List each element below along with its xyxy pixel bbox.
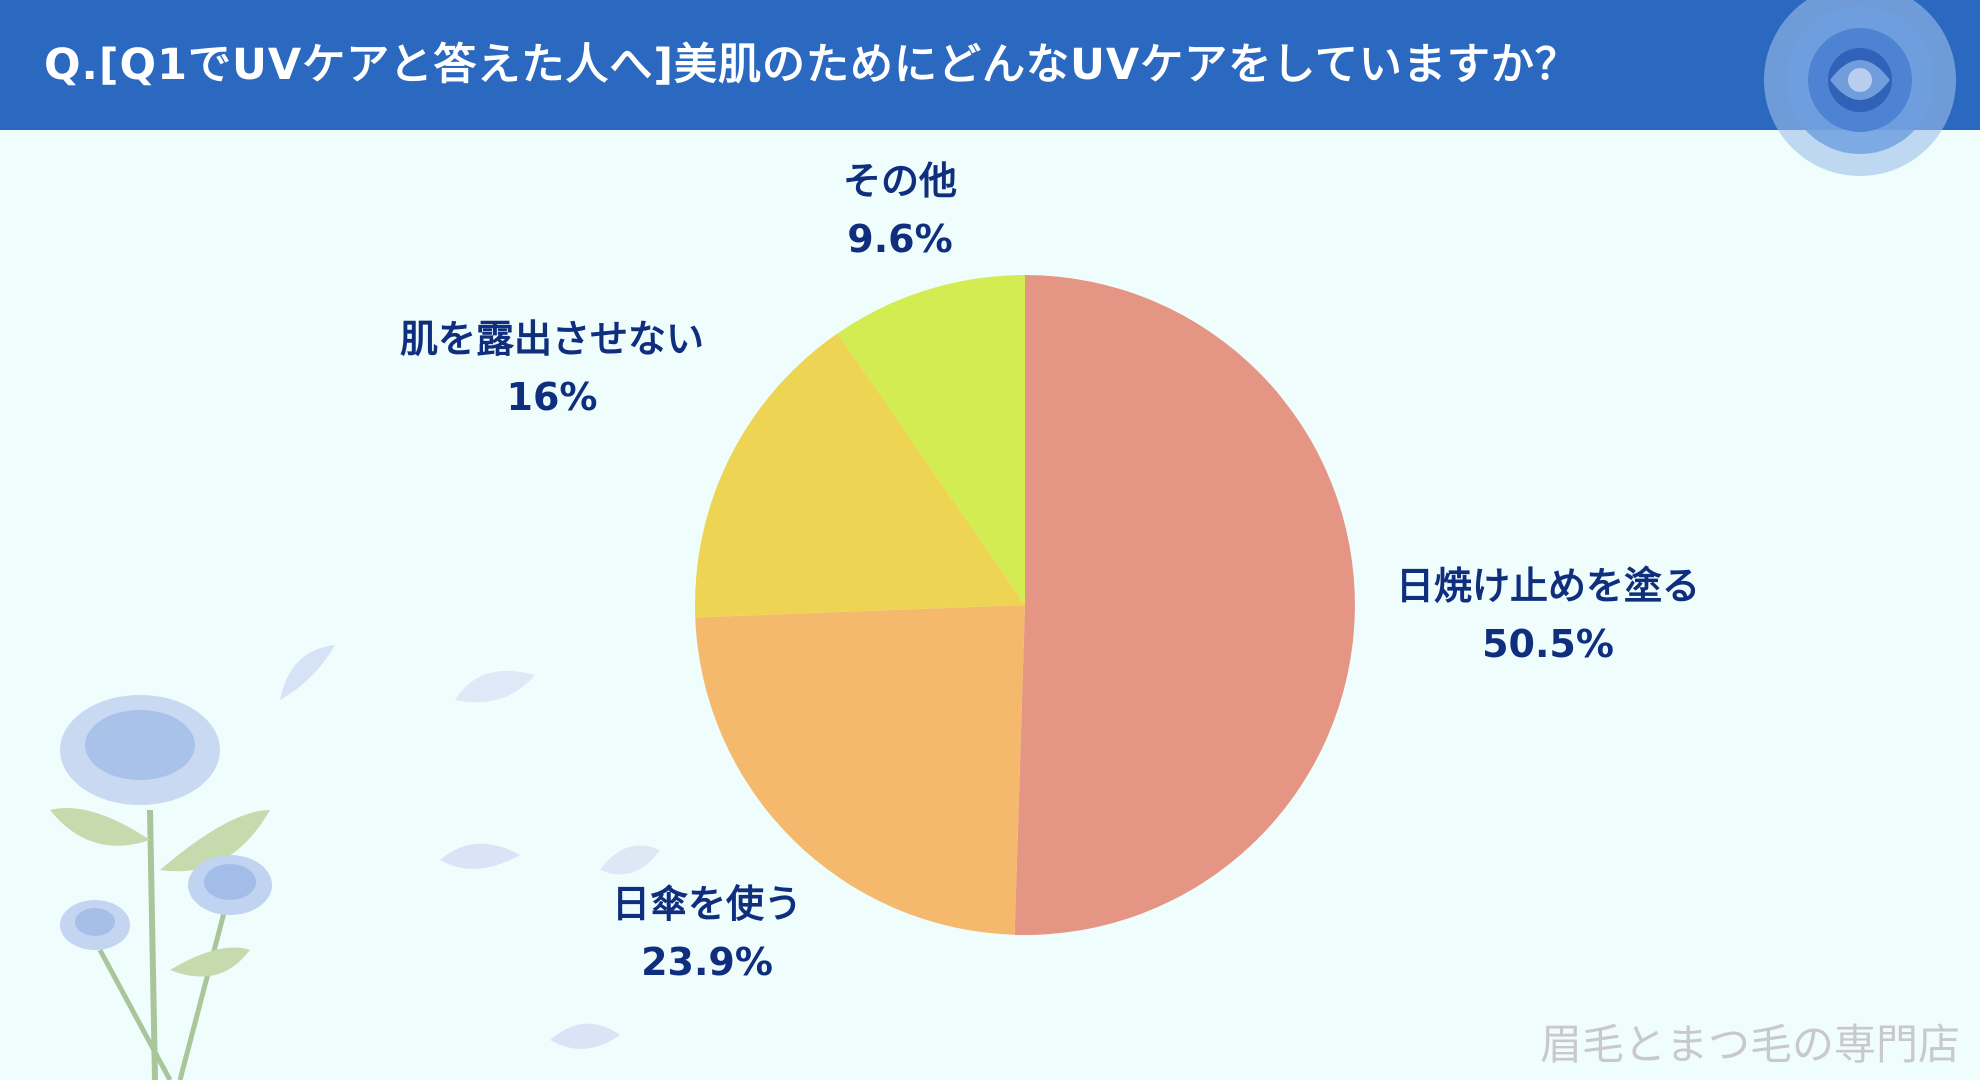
- slice-percent: 50.5%: [1482, 622, 1614, 666]
- slice-category: その他: [842, 159, 957, 203]
- watermark: 眉毛とまつ毛の専門店: [1539, 1020, 1960, 1069]
- slice-category: 日焼け止めを塗る: [1395, 564, 1700, 608]
- pie-slice-sunscreen: [1014, 275, 1355, 935]
- petal-icon: [440, 843, 520, 869]
- slice-label-other: その他 9.6%: [780, 152, 1020, 268]
- page-title: Q.[Q1でUVケアと答えた人へ]美肌のためにどんなUVケアをしていますか？: [44, 40, 1579, 90]
- petal-icon: [550, 1023, 620, 1049]
- slice-percent: 16%: [506, 375, 598, 419]
- slice-category: 日傘を使う: [611, 882, 802, 926]
- slice-category: 肌を露出させない: [399, 317, 704, 361]
- slice-label-parasol: 日傘を使う 23.9%: [557, 875, 857, 991]
- slice-percent: 9.6%: [847, 217, 953, 261]
- blue-rose-icon: [1764, 0, 1956, 176]
- pie-slice-parasol: [695, 605, 1025, 935]
- petal-icon: [455, 670, 535, 703]
- petal-icon: [600, 845, 660, 875]
- slice-label-cover-skin: 肌を露出させない 16%: [372, 310, 732, 426]
- pie-slice-other: [837, 275, 1025, 605]
- header-bar: Q.[Q1でUVケアと答えた人へ]美肌のためにどんなUVケアをしていますか？: [0, 0, 1980, 130]
- slice-label-sunscreen: 日焼け止めを塗る 50.5%: [1368, 557, 1728, 673]
- pie-slice-cover-skin: [694, 333, 1025, 618]
- petal-icon: [280, 645, 335, 700]
- blue-rose-bouquet-icon: [50, 695, 272, 1080]
- slice-percent: 23.9%: [641, 940, 773, 984]
